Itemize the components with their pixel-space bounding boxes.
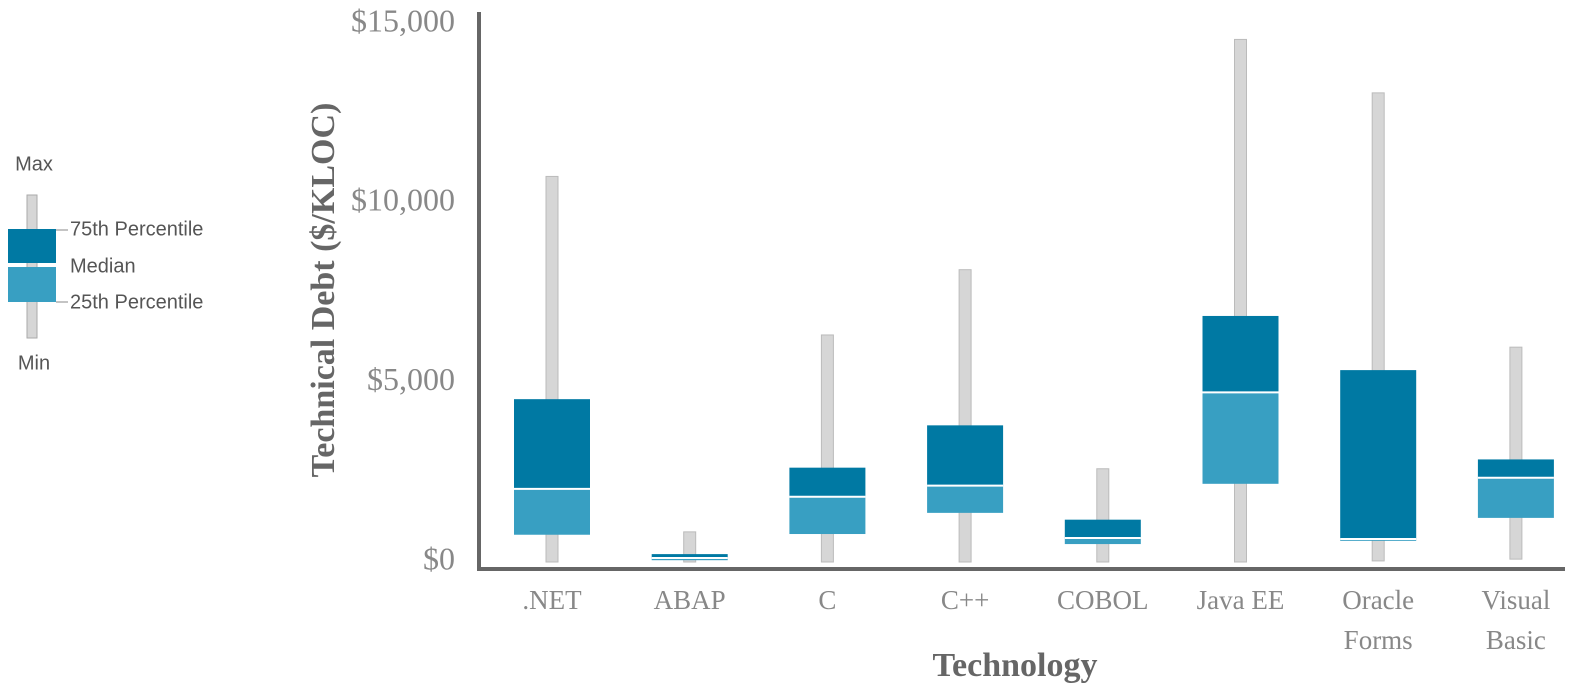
lower-box xyxy=(789,496,866,535)
legend-q1: 25th Percentile xyxy=(70,291,203,313)
legend-lower-box xyxy=(8,267,56,302)
y-axis-title: Technical Debt ($/KLOC) xyxy=(305,103,342,478)
lower-box xyxy=(1202,392,1279,484)
upper-box xyxy=(1064,519,1141,538)
upper-box xyxy=(927,425,1004,486)
x-axis-title: Technology xyxy=(932,647,1097,684)
lower-box xyxy=(651,558,728,561)
upper-box xyxy=(1340,370,1417,540)
lower-box xyxy=(1477,477,1554,518)
whisker xyxy=(1096,468,1110,563)
x-tick-label: C++ xyxy=(940,585,990,615)
legend-min: Min xyxy=(18,352,50,374)
x-tick-label: .NET xyxy=(522,585,582,615)
legend-max: Max xyxy=(15,153,53,175)
y-tick-label: $0 xyxy=(423,540,455,576)
legend-upper-box xyxy=(8,229,56,263)
upper-box xyxy=(1202,315,1279,393)
lower-box xyxy=(514,488,590,535)
x-tick-label: C xyxy=(818,585,837,615)
whisker xyxy=(958,269,972,563)
upper-box xyxy=(1477,459,1554,478)
y-tick-label: $5,000 xyxy=(367,361,455,397)
x-tick-label: COBOL xyxy=(1057,585,1149,615)
lower-box xyxy=(927,485,1004,513)
whisker xyxy=(1509,346,1523,560)
y-tick-label: $15,000 xyxy=(351,2,455,38)
lower-box xyxy=(1064,537,1141,545)
legend-median: Median xyxy=(70,255,136,277)
x-tick-label: Oracle Forms xyxy=(1342,585,1415,655)
legend-q3: 75th Percentile xyxy=(70,218,203,240)
upper-box xyxy=(789,467,866,497)
x-tick-label: Visual Basic xyxy=(1481,585,1551,655)
x-tick-label: ABAP xyxy=(653,585,726,615)
legend: Max 75th Percentile Median 25th Percenti… xyxy=(8,153,203,374)
upper-box xyxy=(651,554,728,559)
y-tick-label: $10,000 xyxy=(351,182,455,218)
upper-box xyxy=(514,399,590,489)
x-tick-label: Java EE xyxy=(1196,585,1285,615)
legend-whisker xyxy=(26,194,38,339)
